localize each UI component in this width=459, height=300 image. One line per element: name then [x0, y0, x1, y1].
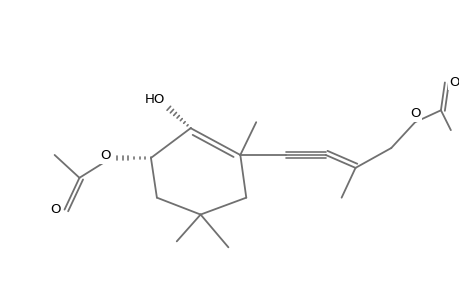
Text: O: O: [448, 76, 459, 89]
Text: O: O: [409, 107, 420, 120]
Text: O: O: [101, 149, 111, 163]
Text: O: O: [50, 203, 61, 216]
Text: HO: HO: [144, 93, 164, 106]
